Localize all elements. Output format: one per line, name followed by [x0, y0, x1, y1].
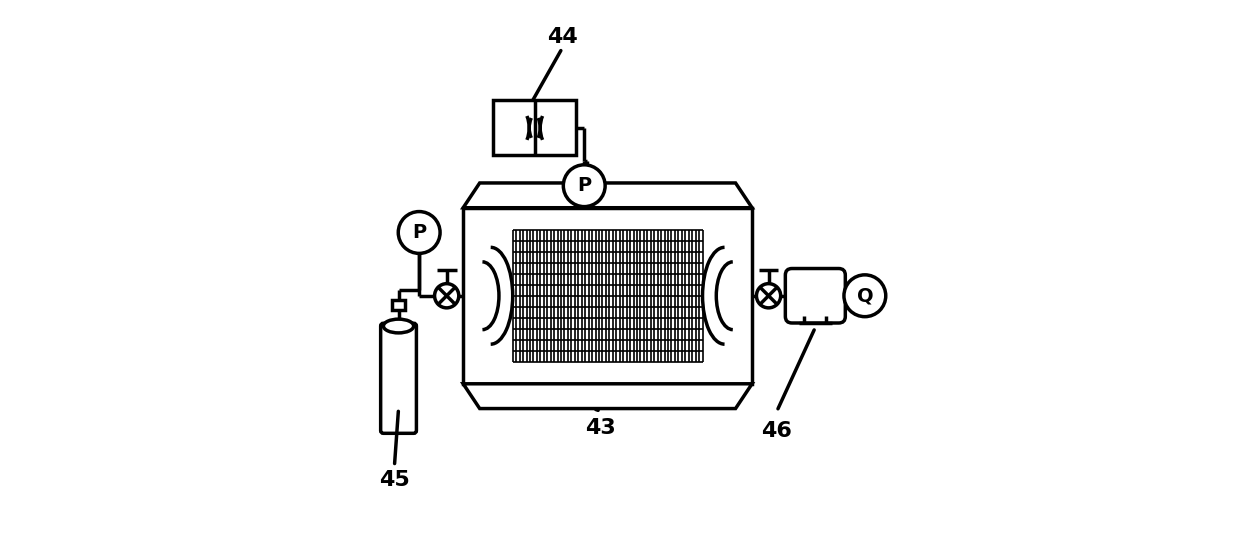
- FancyBboxPatch shape: [785, 269, 846, 323]
- Ellipse shape: [383, 319, 414, 333]
- Text: P: P: [412, 223, 427, 242]
- Circle shape: [398, 212, 440, 253]
- Text: 43: 43: [585, 418, 616, 438]
- Polygon shape: [464, 183, 751, 208]
- Circle shape: [434, 284, 459, 308]
- Bar: [494, 101, 577, 155]
- Text: 45: 45: [379, 470, 409, 490]
- Bar: [392, 300, 405, 310]
- Text: Q: Q: [857, 286, 873, 305]
- Text: P: P: [577, 176, 591, 195]
- Text: 46: 46: [761, 421, 792, 441]
- Circle shape: [844, 275, 885, 317]
- Circle shape: [756, 284, 781, 308]
- Polygon shape: [464, 384, 751, 409]
- Circle shape: [563, 165, 605, 207]
- FancyBboxPatch shape: [381, 324, 417, 434]
- Text: 44: 44: [547, 27, 578, 47]
- Bar: [464, 208, 751, 384]
